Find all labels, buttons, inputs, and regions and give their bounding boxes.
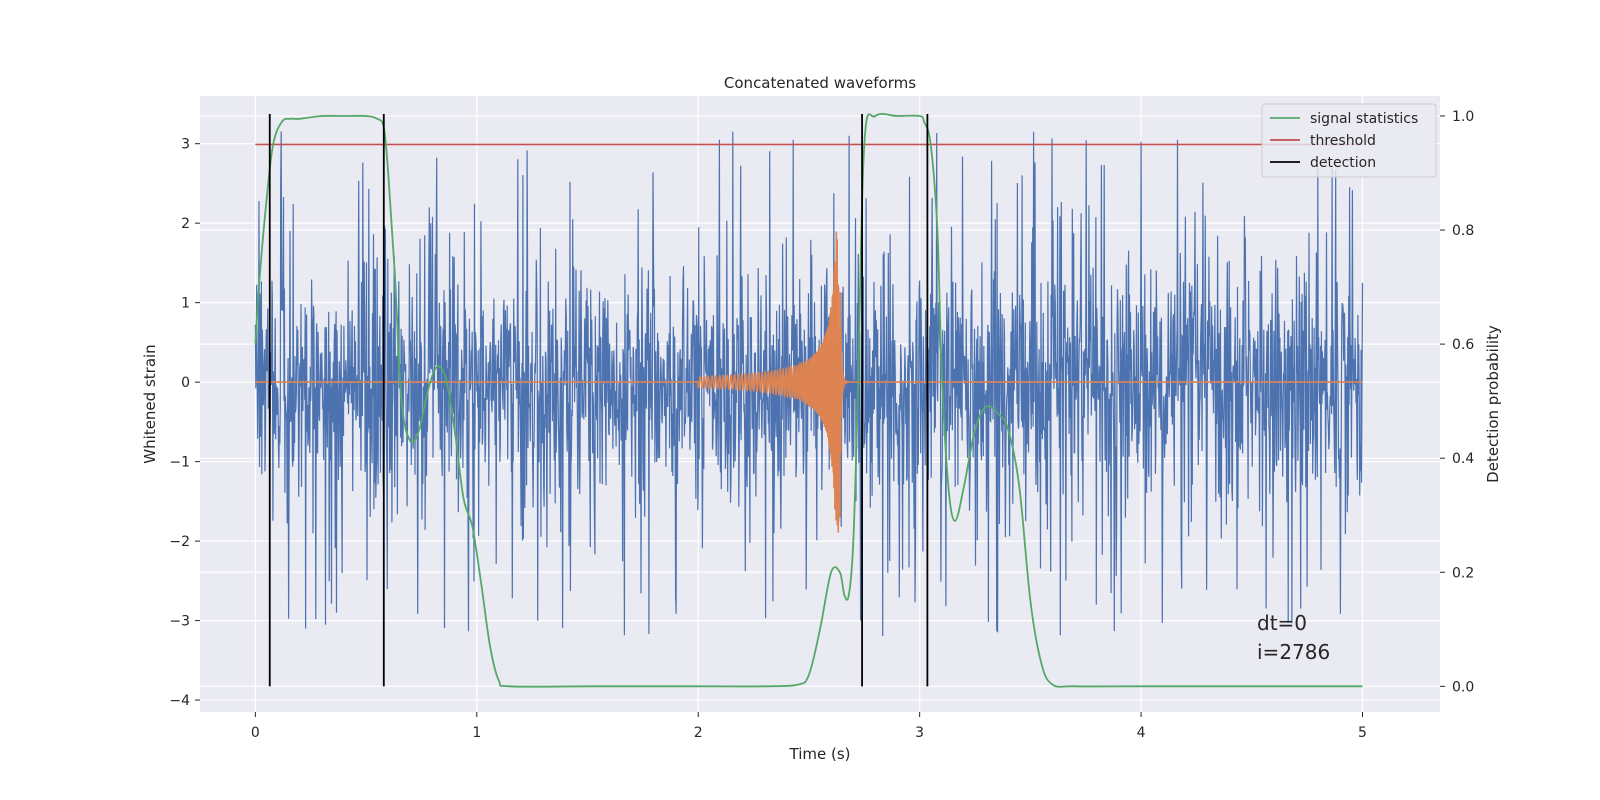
x-tick-label: 4 xyxy=(1137,725,1146,741)
x-tick-label: 0 xyxy=(251,725,260,741)
detection-series xyxy=(268,113,929,687)
signal-statistics-line xyxy=(254,112,1363,688)
y2-tick-label: 0.0 xyxy=(1452,679,1474,695)
legend: signal statistics threshold detection xyxy=(1261,103,1437,178)
legend-label: threshold xyxy=(1310,133,1376,149)
legend-label: detection xyxy=(1310,155,1376,171)
chirp-series xyxy=(255,231,1363,533)
x-tick-label: 2 xyxy=(694,725,703,741)
y-tick-label: 3 xyxy=(181,137,190,153)
annotation-dt: dt=0 xyxy=(1257,611,1307,635)
x-tick-label: 3 xyxy=(915,725,924,741)
y2-tick-label: 0.4 xyxy=(1452,451,1474,467)
y-tick-label: 1 xyxy=(181,296,190,312)
chart-title: Concatenated waveforms xyxy=(724,74,916,92)
y2-tick-label: 0.2 xyxy=(1452,565,1474,581)
legend-label: signal statistics xyxy=(1310,111,1418,127)
x-axis-label: Time (s) xyxy=(789,745,851,763)
y2-tick-label: 0.8 xyxy=(1452,223,1474,239)
y-tick-label: −2 xyxy=(169,534,190,550)
y2-axis-label: Detection probability xyxy=(1484,325,1502,483)
tick-labels: 0 1 2 3 4 5 −4 −3 −2 −1 0 1 2 3 0.0 0.2 0.4 0.6 0.8 1.0 xyxy=(169,109,1474,741)
y-axis-label: Whitened strain xyxy=(141,344,159,463)
signal-statistics-series xyxy=(254,112,1363,688)
annotation-index: i=2786 xyxy=(1257,640,1330,664)
y-tick-label: 0 xyxy=(181,375,190,391)
y-tick-label: 2 xyxy=(181,216,190,232)
y-tick-label: −4 xyxy=(169,693,190,709)
x-tick-label: 5 xyxy=(1358,725,1367,741)
y2-tick-label: 1.0 xyxy=(1452,109,1474,125)
y-tick-label: −3 xyxy=(169,614,190,630)
y-tick-label: −1 xyxy=(169,455,190,471)
y2-tick-label: 0.6 xyxy=(1452,337,1474,353)
x-tick-label: 1 xyxy=(472,725,481,741)
chirp-line xyxy=(255,231,1363,533)
grid-lines xyxy=(200,96,1440,712)
legend-frame xyxy=(1261,103,1437,178)
